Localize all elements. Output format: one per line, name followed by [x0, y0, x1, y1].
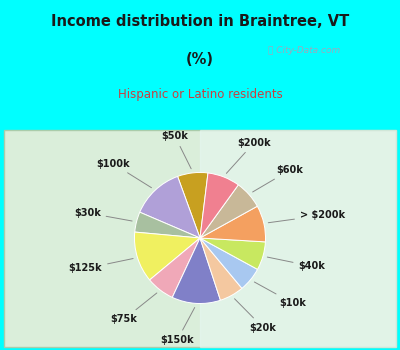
Text: $150k: $150k [160, 308, 195, 345]
Text: $125k: $125k [68, 259, 133, 273]
Wedge shape [200, 238, 266, 270]
Text: Hispanic or Latino residents: Hispanic or Latino residents [118, 88, 282, 101]
Wedge shape [200, 206, 266, 242]
Bar [200, 130, 396, 346]
FancyBboxPatch shape [4, 130, 396, 346]
Wedge shape [140, 176, 200, 238]
Text: $100k: $100k [96, 159, 152, 188]
Text: (%): (%) [186, 52, 214, 67]
Wedge shape [200, 238, 258, 288]
Wedge shape [172, 238, 220, 303]
Text: $75k: $75k [110, 293, 157, 324]
Text: Income distribution in Braintree, VT: Income distribution in Braintree, VT [51, 14, 349, 28]
Text: $200k: $200k [226, 138, 271, 173]
Wedge shape [178, 173, 208, 238]
Wedge shape [150, 238, 200, 298]
Wedge shape [134, 232, 200, 280]
Wedge shape [200, 173, 238, 238]
Wedge shape [200, 185, 257, 238]
Wedge shape [200, 238, 242, 300]
Text: $30k: $30k [74, 208, 132, 221]
Text: $50k: $50k [162, 131, 191, 169]
Text: $20k: $20k [234, 299, 276, 332]
Text: $10k: $10k [254, 282, 306, 308]
Wedge shape [135, 212, 200, 238]
Bar [0, 0, 400, 130]
Text: ⓘ City-Data.com: ⓘ City-Data.com [268, 46, 340, 55]
Text: > $200k: > $200k [268, 210, 345, 223]
Text: $60k: $60k [253, 165, 304, 192]
Text: $40k: $40k [267, 257, 325, 271]
